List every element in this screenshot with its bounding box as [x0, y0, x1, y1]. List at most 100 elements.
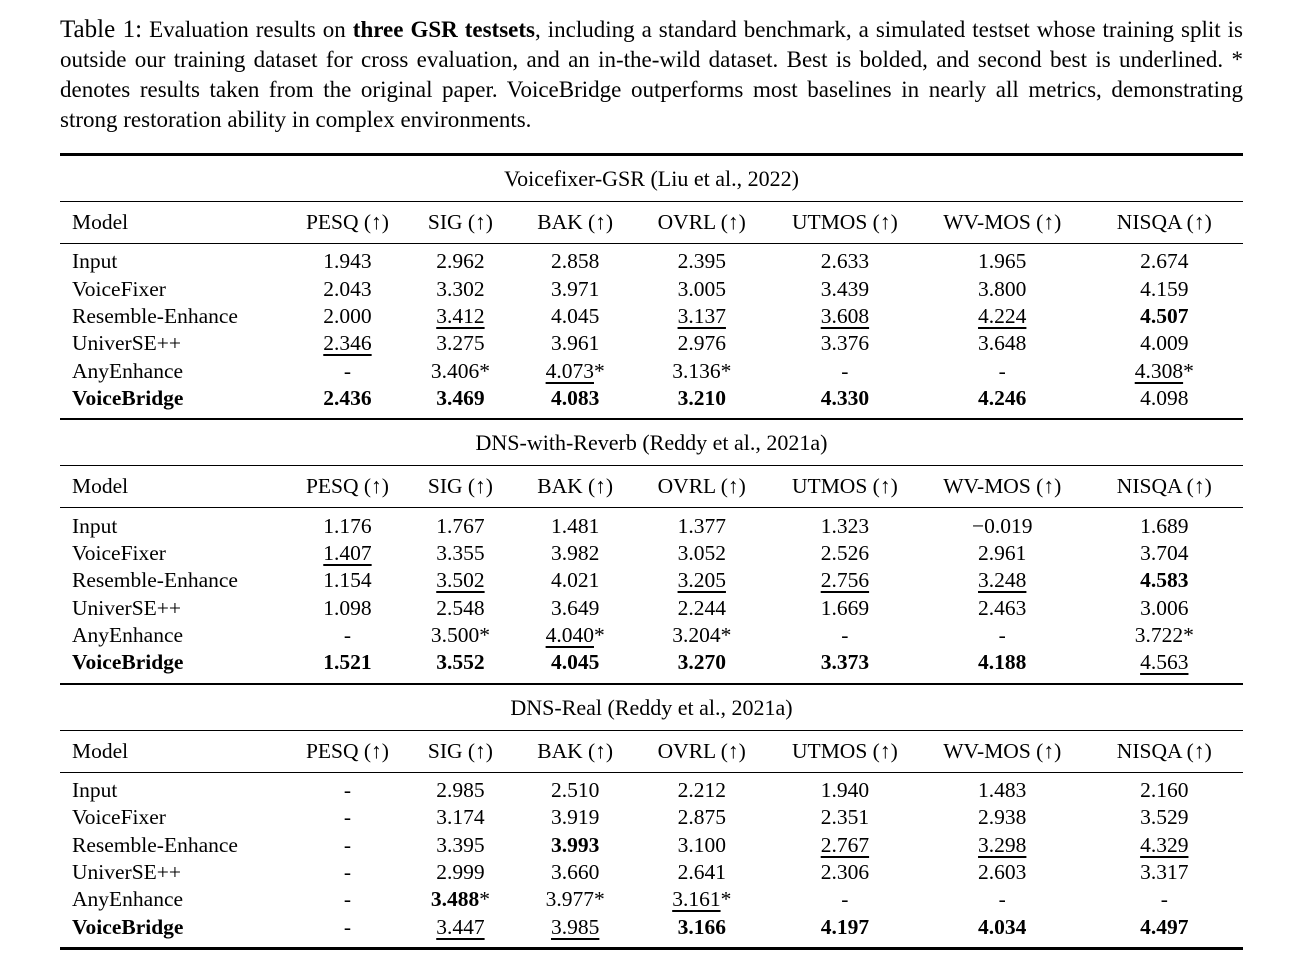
cell-value: 4.497 — [1140, 914, 1189, 939]
value-cell: 2.000 — [292, 304, 403, 329]
value-cell: 2.395 — [633, 249, 771, 274]
value-cell: 4.098 — [1086, 386, 1243, 411]
table-row: VoiceFixer - 3.174 3.919 2.875 2.351 2.938 3.52… — [60, 804, 1243, 831]
table-title: DNS-Real (Reddy et al., 2021a) — [60, 685, 1243, 731]
cell-value: 3.302 — [436, 276, 485, 301]
value-cell: 1.943 — [292, 249, 403, 274]
value-cell: 1.483 — [919, 778, 1086, 803]
column-header: BAK (↑) — [537, 210, 614, 234]
cell-value: 3.502 — [436, 568, 485, 593]
table-row: Resemble-Enhance 2.000 3.412 4.045 3.137 3.60… — [60, 303, 1243, 330]
column-header: SIG (↑) — [427, 738, 493, 763]
table-body: Input 1.943 2.962 2.858 2.395 2.633 1.965 2.674… — [60, 244, 1243, 418]
value-cell: 1.407 — [292, 541, 403, 566]
cell-value: 3.977 — [545, 887, 594, 912]
cell-value: 3.488 — [430, 887, 480, 912]
cell-value: 3.919 — [550, 805, 600, 830]
cell-value: 3.166 — [677, 914, 726, 939]
cell-value: VoiceBridge — [72, 914, 184, 939]
model-cell: AnyEnhance — [60, 359, 292, 384]
cell-value: 3.971 — [550, 276, 600, 301]
cell-value: 3.006 — [1140, 595, 1189, 620]
cell-value: 4.308 — [1134, 358, 1184, 383]
value-cell: 3.704 — [1086, 541, 1243, 566]
value-cell: 2.641 — [633, 860, 771, 885]
cell-value: - — [998, 887, 1006, 912]
value-cell: 2.633 — [771, 249, 919, 274]
column-header: SIG (↑) — [427, 210, 493, 234]
value-cell: 3.722* — [1134, 623, 1194, 648]
cell-value: 1.689 — [1140, 513, 1189, 538]
cell-value: 2.976 — [677, 331, 726, 356]
value-cell: 3.469 — [403, 386, 518, 411]
table-row: VoiceFixer 2.043 3.302 3.971 3.005 3.439 3.800… — [60, 275, 1243, 302]
cell-value: 1.377 — [677, 513, 726, 538]
cell-value: 2.043 — [323, 276, 372, 301]
cell-value: 3.500 — [430, 623, 480, 648]
cell-value: 3.529 — [1140, 805, 1189, 830]
cell-value: UniverSE++ — [72, 595, 182, 620]
value-cell: 3.137 — [633, 304, 771, 329]
cell-value: 2.875 — [677, 805, 726, 830]
table-title: Voicefixer-GSR (Liu et al., 2022) — [60, 156, 1243, 202]
value-cell: 3.412 — [403, 304, 518, 329]
value-cell: 4.563 — [1086, 650, 1243, 675]
cell-value: 4.563 — [1140, 650, 1189, 675]
column-header: WV-MOS (↑) — [943, 210, 1062, 234]
value-cell: 2.351 — [771, 805, 919, 830]
cell-value: 2.395 — [677, 249, 726, 274]
cell-value: 2.160 — [1140, 777, 1189, 802]
value-cell: 3.649 — [518, 596, 633, 621]
value-cell: 1.154 — [292, 568, 403, 593]
model-cell: UniverSE++ — [60, 860, 292, 885]
value-cell: - — [292, 778, 403, 803]
value-cell: 3.161* — [672, 887, 732, 912]
cell-value: - — [343, 358, 352, 383]
cell-value: 3.722 — [1134, 623, 1184, 648]
cell-value: UniverSE++ — [72, 860, 182, 885]
cell-value: - — [343, 914, 352, 939]
value-cell: 3.275 — [403, 331, 518, 356]
value-cell: 3.439 — [771, 277, 919, 302]
cell-value: 2.633 — [820, 249, 870, 274]
value-cell: −0.019 — [919, 514, 1086, 539]
cell-value: - — [841, 623, 849, 648]
value-cell: 3.500* — [430, 623, 490, 648]
table-body: Input -2.985 2.510 2.212 1.940 1.483 2.160 Voic… — [60, 773, 1243, 947]
cell-value: 4.188 — [978, 650, 1027, 675]
value-cell: 3.919 — [518, 805, 633, 830]
cell-value: UniverSE++ — [72, 331, 182, 356]
model-cell: VoiceBridge — [60, 650, 292, 675]
cell-value: 2.858 — [550, 249, 600, 274]
value-cell: 1.481 — [518, 514, 633, 539]
value-cell: 2.526 — [771, 541, 919, 566]
value-cell: 3.608 — [771, 304, 919, 329]
value-cell: 3.800 — [919, 277, 1086, 302]
cell-value: 4.098 — [1140, 386, 1189, 411]
cell-value: 3.376 — [820, 331, 870, 356]
model-cell: Input — [60, 514, 292, 539]
cell-value: Resemble-Enhance — [72, 568, 238, 593]
cell-value: 2.306 — [820, 860, 870, 885]
value-cell: 3.971 — [518, 277, 633, 302]
cell-value: AnyEnhance — [72, 887, 184, 912]
value-cell: 3.395 — [403, 833, 518, 858]
value-cell: 3.529 — [1086, 805, 1243, 830]
table-caption: Table 1: Evaluation results on three GSR… — [60, 15, 1243, 135]
cell-value: Input — [72, 777, 118, 802]
cell-value: 2.436 — [323, 386, 372, 411]
value-cell: 4.224 — [919, 304, 1086, 329]
value-cell: - — [771, 359, 919, 384]
value-cell: - — [1086, 887, 1243, 912]
value-cell: 2.346 — [292, 331, 403, 356]
cell-value: 3.248 — [978, 568, 1027, 593]
table-title: DNS-with-Reverb (Reddy et al., 2021a) — [60, 420, 1243, 467]
value-cell: 1.377 — [633, 514, 771, 539]
value-cell: 3.052 — [633, 541, 771, 566]
value-cell: 3.985 — [518, 915, 633, 940]
value-cell: 2.962 — [403, 249, 518, 274]
value-cell: 4.034 — [919, 915, 1086, 940]
value-cell: 3.373 — [771, 650, 919, 675]
model-cell: VoiceBridge — [60, 386, 292, 411]
cell-value: 3.373 — [820, 650, 870, 675]
